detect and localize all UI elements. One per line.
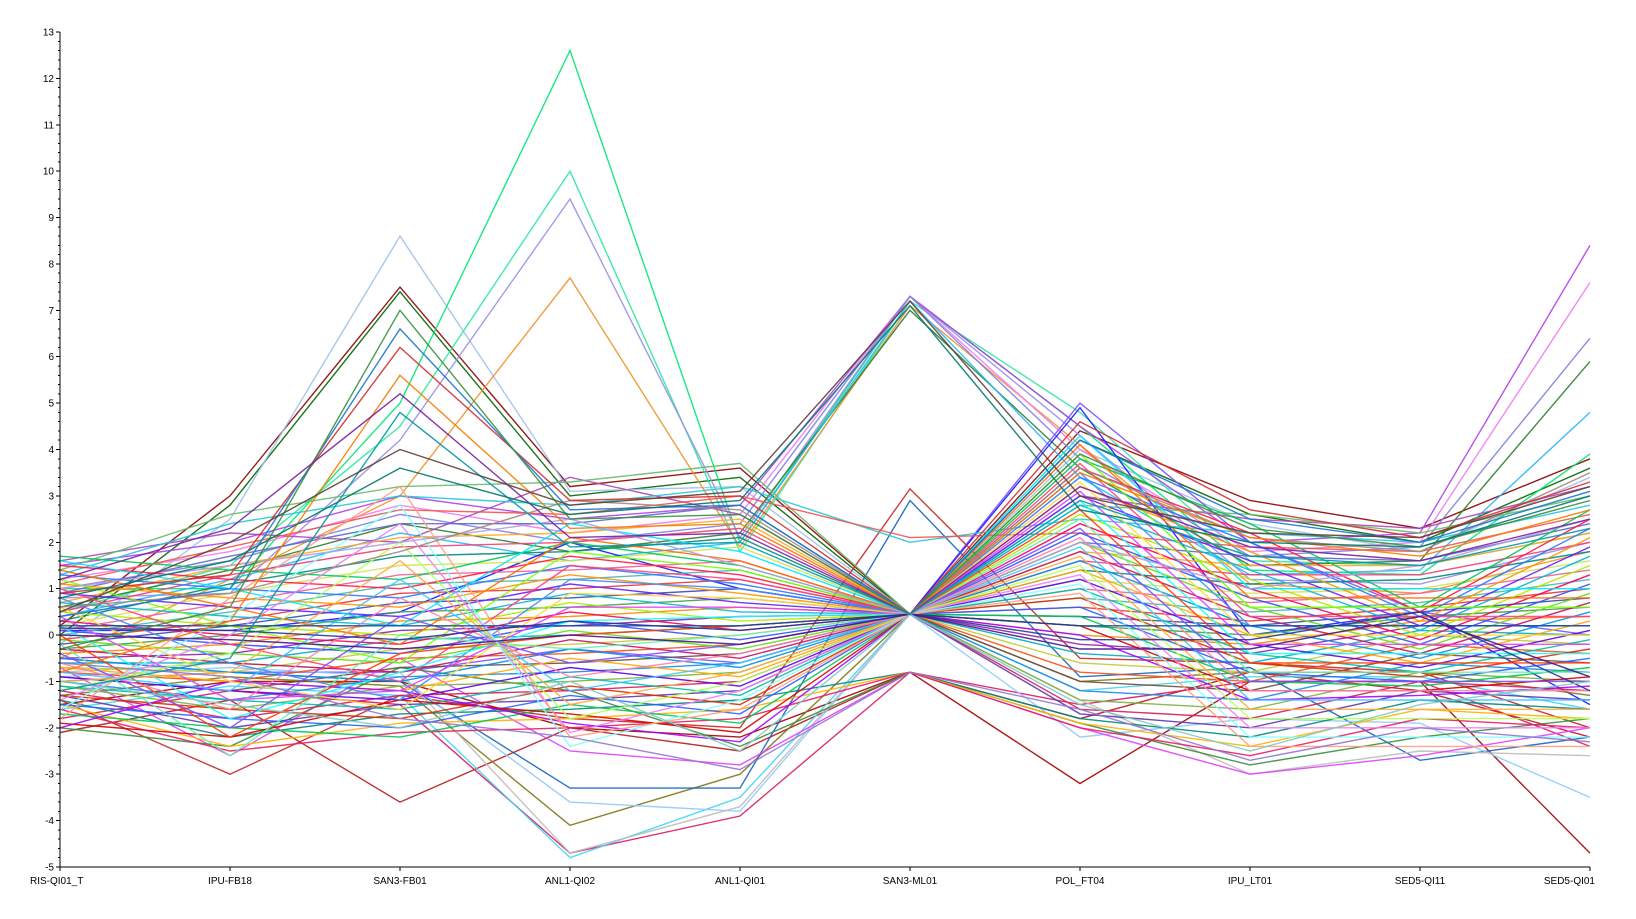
- y-tick-label: 10: [43, 167, 55, 178]
- x-category-label: SAN3-FB01: [373, 876, 427, 887]
- y-tick-label: 3: [48, 491, 54, 502]
- series-line: [59, 309, 1591, 650]
- y-tick-label: 7: [48, 306, 54, 317]
- series-line: [59, 462, 1590, 683]
- y-tick-label: 2: [48, 538, 54, 549]
- x-category-label: IPU_LT01: [1228, 876, 1273, 887]
- series-line: [59, 518, 1591, 615]
- series-line: [59, 411, 1591, 692]
- series-line: [59, 504, 1591, 632]
- series-line: [59, 518, 1590, 757]
- series-line: [59, 532, 1591, 655]
- y-tick-label: -5: [45, 863, 54, 874]
- y-tick-label: 6: [48, 352, 54, 363]
- series-line: [59, 485, 1591, 622]
- series-line: [59, 613, 1591, 738]
- series-line: [59, 555, 1590, 710]
- series-lines: [59, 48, 1591, 859]
- x-category-label: SED5-QI01: [1544, 876, 1596, 887]
- series-line: [59, 290, 1591, 636]
- y-tick-label: 8: [48, 259, 54, 270]
- series-line: [59, 300, 1591, 613]
- y-tick-label: -4: [45, 816, 54, 827]
- y-tick-label: -3: [45, 770, 54, 781]
- y-tick-label: 5: [48, 399, 54, 410]
- y-tick-label: 11: [44, 120, 55, 131]
- series-line: [59, 434, 1590, 627]
- y-tick-label: 4: [48, 445, 54, 456]
- series-line: [59, 476, 1591, 618]
- series-line: [59, 597, 1591, 720]
- series-line: [59, 495, 1591, 627]
- x-category-label: POL_FT04: [1056, 876, 1105, 887]
- series-line: [59, 541, 1590, 720]
- series-line: [59, 536, 1590, 711]
- series-line: [59, 541, 1591, 664]
- series-line: [59, 613, 1591, 743]
- series-line: [59, 304, 1591, 599]
- series-line: [59, 560, 1591, 683]
- series-line: [59, 613, 1591, 752]
- x-category-label: ANL1-QI01: [715, 876, 765, 887]
- series-line: [59, 606, 1591, 729]
- x-category-label: ANL1-QI02: [545, 876, 595, 887]
- y-tick-label: 13: [43, 28, 55, 39]
- x-category-label: SAN3-ML01: [883, 876, 938, 887]
- x-axis-labels: RIS-QI01_T IPU-FB18 SAN3-FB01 ANL1-QI02 ANL1…: [30, 867, 1595, 887]
- y-tick-label: 12: [43, 74, 55, 85]
- series-line: [59, 662, 1591, 771]
- series-line: [60, 48, 1591, 590]
- y-tick-label: -2: [45, 723, 54, 734]
- series-line: [59, 374, 1591, 673]
- x-category-label: IPU-FB18: [208, 876, 252, 887]
- series-line: [59, 485, 1590, 748]
- y-tick-label: 0: [48, 631, 54, 642]
- y-tick-label: 9: [48, 213, 54, 224]
- series-line: [59, 286, 1591, 627]
- x-category-label: RIS-QI01_T: [30, 876, 83, 887]
- y-tick-label: -1: [45, 677, 54, 688]
- series-line: [59, 392, 1591, 616]
- x-category-label: SED5-QI11: [1395, 876, 1446, 887]
- series-line: [59, 613, 1591, 678]
- series-line: [59, 467, 1591, 615]
- series-line: [59, 536, 1591, 622]
- series-line: [59, 495, 1591, 585]
- series-line: [59, 504, 1590, 748]
- y-tick-label: 1: [48, 584, 54, 595]
- series-line: [59, 611, 1591, 692]
